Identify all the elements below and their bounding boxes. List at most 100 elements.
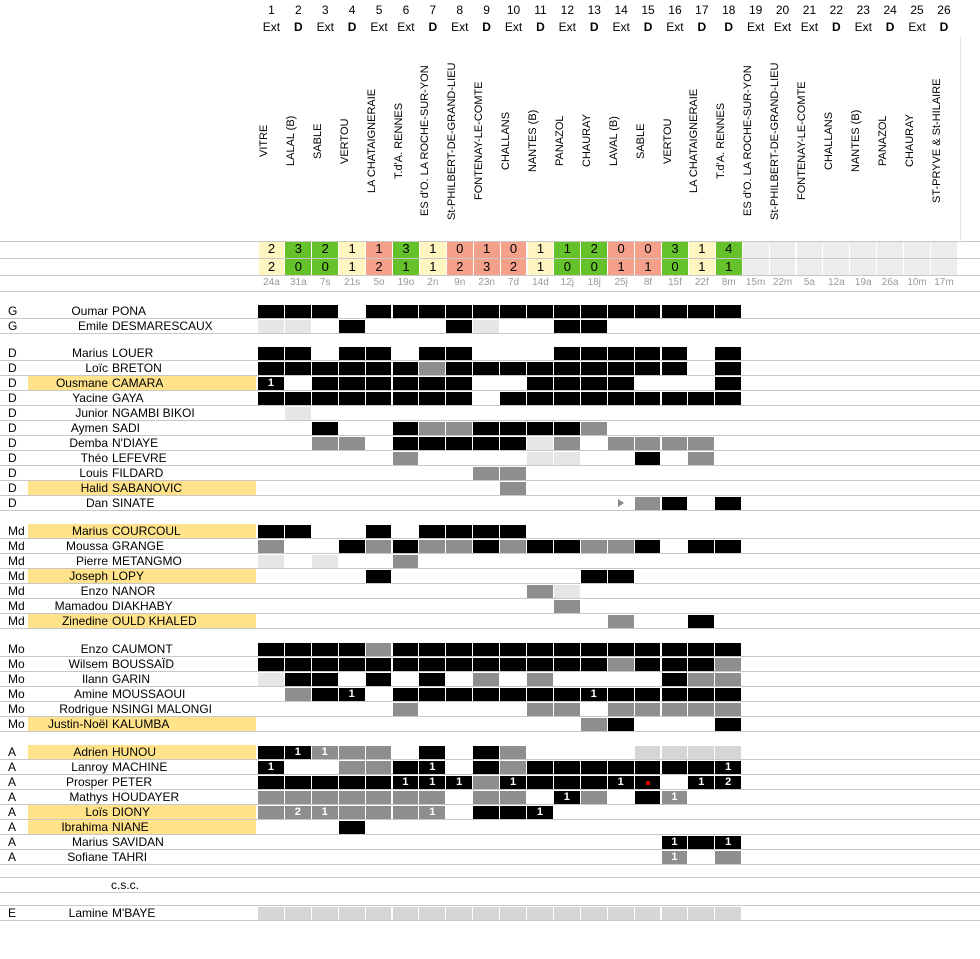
- position-code: D: [8, 451, 17, 465]
- column-separator: [553, 236, 555, 276]
- appearance-cell: [311, 422, 339, 435]
- appearance-cell: [258, 305, 285, 318]
- position-code: D: [8, 361, 17, 375]
- appearance-cell: [392, 907, 420, 920]
- appearance-cell: [634, 347, 662, 360]
- row-separator: [0, 804, 980, 805]
- goals-count: 1: [725, 761, 732, 773]
- appearance-cell: [580, 422, 608, 435]
- score-against: [796, 259, 823, 275]
- row-separator: [0, 318, 980, 319]
- appearance-cell: [311, 392, 339, 405]
- appearance-cell: [473, 761, 501, 774]
- appearance-cell: [500, 305, 527, 318]
- position-code: G: [8, 319, 18, 333]
- appearance-cell: 1: [419, 776, 447, 789]
- appearance-cell: [661, 673, 689, 686]
- player-last-name: NANOR: [112, 584, 156, 598]
- match-number: 23: [856, 3, 870, 17]
- player-first-name: Enzo: [80, 642, 108, 656]
- score-for: 1: [366, 241, 392, 258]
- score-for: 1: [339, 241, 366, 258]
- goals-count: 1: [429, 806, 436, 818]
- appearance-cell: [311, 776, 339, 789]
- row-separator: [0, 568, 980, 569]
- appearance-cell: [661, 362, 689, 375]
- appearance-cell: [634, 761, 662, 774]
- match-number: 3: [321, 3, 329, 17]
- appearance-cell: [553, 600, 581, 613]
- player-first-name: Junior: [75, 406, 108, 420]
- row-separator: [0, 920, 980, 921]
- player-last-name: MOUSSAOUI: [112, 687, 186, 701]
- appearance-cell: [446, 377, 474, 390]
- player-last-name: LEFEVRE: [112, 451, 167, 465]
- player-first-name: Sofiane: [67, 850, 108, 864]
- appearance-cell: [284, 320, 312, 333]
- own-goals-label: c.s.c.: [111, 878, 140, 892]
- appearance-cell: [527, 377, 554, 390]
- appearance-cell: [419, 437, 447, 450]
- position-code: D: [8, 496, 17, 510]
- appearance-cell: [553, 320, 581, 333]
- score-against: 1: [393, 259, 419, 275]
- appearance-cell: [688, 836, 716, 849]
- home-away-flag: D: [294, 20, 303, 34]
- appearance-cell: [715, 377, 743, 390]
- appearance-cell: [419, 362, 447, 375]
- appearance-cell: [607, 615, 635, 628]
- row-separator: [0, 671, 980, 672]
- score-for: [877, 241, 904, 258]
- player-last-name: M'BAYE: [112, 906, 156, 920]
- home-away-flag: Ext: [908, 20, 926, 34]
- appearance-cell: [338, 907, 366, 920]
- position-code: A: [8, 775, 17, 789]
- appearance-cell: [607, 362, 635, 375]
- home-away-flag: D: [428, 20, 438, 34]
- appearance-cell: [715, 305, 743, 318]
- appearance-cell: [715, 688, 743, 701]
- appearance-cell: [607, 907, 635, 920]
- player-first-name: Théo: [80, 451, 108, 465]
- player-first-name: Oumar: [71, 304, 108, 318]
- appearance-cell: [446, 347, 474, 360]
- player-first-name: Mathys: [69, 790, 108, 804]
- match-number: 14: [614, 3, 628, 17]
- player-last-name: LOPY: [111, 569, 256, 583]
- column-separator: [338, 236, 340, 276]
- player-first-name: Loïc: [85, 361, 108, 375]
- appearance-cell: [311, 907, 339, 920]
- column-separator: [930, 236, 931, 276]
- goals-count: 1: [267, 761, 274, 773]
- opponent-name: SABLE: [311, 123, 324, 159]
- appearance-cell: [607, 658, 635, 671]
- match-number: 20: [775, 3, 790, 17]
- appearance-cell: [419, 791, 447, 804]
- home-away-flag: Ext: [504, 20, 523, 34]
- appearance-cell: [634, 688, 662, 701]
- appearance-cell: [634, 658, 662, 671]
- appearance-cell: [527, 422, 554, 435]
- match-date: 5a: [803, 277, 815, 288]
- appearance-cell: [553, 658, 581, 671]
- home-away-flag: Ext: [558, 20, 576, 34]
- row-separator: [0, 716, 980, 717]
- appearance-cell: [338, 761, 366, 774]
- appearance-cell: [365, 525, 393, 538]
- appearance-cell: [258, 320, 285, 333]
- appearance-cell: [419, 907, 447, 920]
- match-number: 6: [402, 3, 410, 17]
- score-against: 0: [581, 259, 608, 275]
- position-code: Md: [8, 524, 25, 538]
- appearance-cell: [392, 555, 420, 568]
- appearance-cell: [446, 422, 474, 435]
- position-code: Md: [8, 539, 25, 553]
- appearance-cell: [715, 746, 743, 759]
- appearance-cell: [661, 658, 689, 671]
- appearance-cell: [661, 437, 689, 450]
- appearance-cell: [634, 540, 662, 553]
- player-first-name: Dan: [85, 496, 108, 510]
- appearance-cell: 1: [311, 806, 339, 819]
- appearance-cell: [365, 761, 393, 774]
- appearance-cell: [527, 452, 554, 465]
